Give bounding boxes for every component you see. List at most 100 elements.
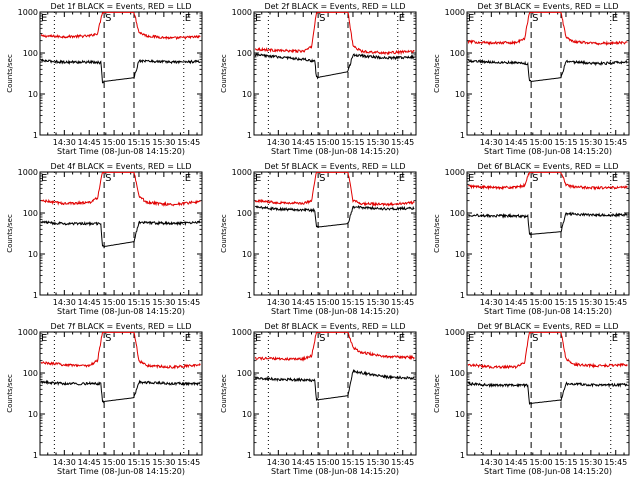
x-tick-label: 14:30 (267, 138, 290, 147)
panel-title: Det 2f BLACK = Events, RED = LLD (264, 2, 405, 11)
x-tick-label: 15:00 (530, 138, 553, 147)
y-tick-label: 1000 (18, 168, 38, 177)
y-tick-label: 1000 (445, 168, 465, 177)
y-axis-label: Counts/sec (220, 374, 228, 413)
y-tick-label: 1 (460, 131, 465, 140)
marker-label: E (612, 333, 618, 344)
y-axis-label: Counts/sec (6, 214, 14, 253)
marker-label: E (41, 173, 47, 184)
x-tick-label: 15:00 (317, 458, 340, 467)
lld-series-line (254, 171, 415, 208)
x-tick-label: 15:00 (317, 298, 340, 307)
x-tick-label: 15:30 (152, 458, 175, 467)
x-tick-label: 15:00 (103, 458, 126, 467)
marker-label: E (612, 13, 618, 24)
plot-frame (253, 171, 417, 296)
events-series-line (254, 205, 415, 228)
x-tick-label: 15:45 (177, 458, 200, 467)
x-tick-label: 14:30 (480, 138, 503, 147)
y-tick-label: 1 (247, 451, 252, 460)
y-tick-label: 100 (23, 49, 38, 58)
y-tick-label: 10 (28, 250, 38, 259)
panel-det-7: Det 7f BLACK = Events, RED = LLD 1 10 100 10… (6, 322, 203, 476)
lld-series-line (467, 11, 628, 46)
x-tick-label: 15:45 (604, 298, 627, 307)
x-tick-label: 15:00 (317, 138, 340, 147)
y-tick-label: 1000 (232, 168, 252, 177)
marker-label: E (185, 173, 191, 184)
marker-label: E (41, 13, 47, 24)
y-tick-label: 10 (242, 250, 252, 259)
panel-title: Det 5f BLACK = Events, RED = LLD (264, 162, 405, 171)
events-series-line (467, 211, 628, 236)
x-tick-label: 15:15 (341, 458, 364, 467)
x-tick-label: 15:30 (152, 298, 175, 307)
x-tick-label: 15:00 (530, 298, 553, 307)
panel-det-1: Det 1f BLACK = Events, RED = LLD 1 10 100 10… (6, 2, 203, 156)
y-tick-label: 100 (237, 369, 252, 378)
marker-label: S (532, 333, 538, 344)
plot-frame (466, 171, 630, 296)
x-tick-label: 15:45 (391, 458, 414, 467)
x-axis-label: Start Time (08-Jun-08 14:15:20) (57, 307, 185, 316)
marker-label: E (185, 13, 191, 24)
marker-label: S (105, 173, 111, 184)
plot-frame (253, 11, 417, 136)
x-tick-label: 14:30 (480, 458, 503, 467)
x-tick-label: 15:45 (177, 138, 200, 147)
events-series-line (40, 219, 201, 249)
x-tick-label: 14:45 (292, 458, 315, 467)
x-tick-label: 15:15 (341, 138, 364, 147)
panel-title: Det 4f BLACK = Events, RED = LLD (50, 162, 191, 171)
marker-label: S (532, 13, 538, 24)
x-tick-label: 15:30 (579, 298, 602, 307)
x-tick-label: 14:45 (505, 138, 528, 147)
y-tick-label: 1 (460, 291, 465, 300)
marker-label: S (532, 173, 538, 184)
marker-label: S (319, 333, 325, 344)
lld-series-line (40, 11, 201, 41)
marker-label: S (105, 13, 111, 24)
marker-label: S (319, 173, 325, 184)
y-tick-label: 1 (33, 451, 38, 460)
lld-series-line (468, 171, 628, 191)
y-tick-label: 10 (28, 90, 38, 99)
plot-frame (39, 331, 203, 456)
x-tick-label: 15:15 (554, 458, 577, 467)
y-axis-label: Counts/sec (6, 374, 14, 413)
panel-det-6: Det 6f BLACK = Events, RED = LLD 1 10 100 10… (433, 162, 630, 316)
marker-label: E (468, 13, 474, 24)
x-tick-label: 14:45 (292, 138, 315, 147)
plot-frame (39, 171, 203, 296)
x-axis-label: Start Time (08-Jun-08 14:15:20) (484, 467, 612, 476)
marker-label: E (41, 333, 47, 344)
panel-title: Det 7f BLACK = Events, RED = LLD (50, 322, 191, 331)
x-tick-label: 15:15 (127, 138, 150, 147)
lld-series-line (254, 331, 415, 362)
y-tick-label: 10 (455, 90, 465, 99)
x-tick-label: 15:00 (103, 298, 126, 307)
panel-title: Det 1f BLACK = Events, RED = LLD (50, 2, 191, 11)
x-tick-label: 14:45 (78, 298, 101, 307)
y-axis-label: Counts/sec (220, 214, 228, 253)
x-tick-label: 15:45 (177, 298, 200, 307)
x-tick-label: 15:15 (554, 138, 577, 147)
marker-label: E (185, 333, 191, 344)
panel-title: Det 9f BLACK = Events, RED = LLD (477, 322, 618, 331)
y-tick-label: 10 (242, 90, 252, 99)
y-tick-label: 1000 (445, 8, 465, 17)
y-tick-label: 1 (33, 131, 38, 140)
x-tick-label: 14:30 (53, 458, 76, 467)
y-tick-label: 100 (23, 369, 38, 378)
y-axis-label: Counts/sec (433, 214, 441, 253)
y-tick-label: 100 (450, 369, 465, 378)
x-tick-label: 15:30 (579, 138, 602, 147)
y-tick-label: 100 (23, 209, 38, 218)
marker-label: E (255, 173, 261, 184)
x-axis-label: Start Time (08-Jun-08 14:15:20) (57, 467, 185, 476)
x-tick-label: 15:30 (366, 458, 389, 467)
x-tick-label: 15:15 (127, 458, 150, 467)
y-tick-label: 1000 (445, 328, 465, 337)
x-tick-label: 15:15 (554, 298, 577, 307)
